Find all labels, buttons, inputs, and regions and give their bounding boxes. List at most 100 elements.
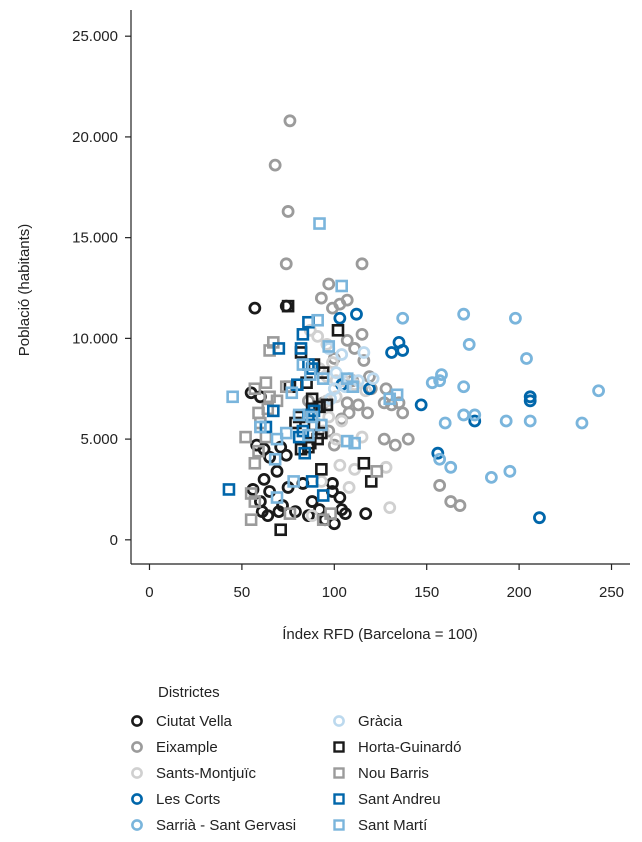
data-point xyxy=(259,376,273,389)
data-point xyxy=(361,406,374,420)
data-point xyxy=(248,456,262,470)
data-point xyxy=(340,434,354,448)
data-point xyxy=(296,358,310,371)
data-point xyxy=(396,406,410,420)
circle-marker-icon xyxy=(131,715,143,727)
y-tick-label: 20.000 xyxy=(72,129,118,146)
legend-label: Sant Andreu xyxy=(358,790,441,808)
data-point xyxy=(311,313,324,327)
data-point xyxy=(259,430,273,444)
data-point xyxy=(283,507,297,520)
data-point xyxy=(340,293,354,307)
data-point xyxy=(370,465,384,478)
data-point xyxy=(366,372,380,386)
data-point xyxy=(287,475,300,488)
data-point xyxy=(379,382,393,396)
data-point xyxy=(431,446,445,460)
legend-item-sant-marti[interactable]: Sant Martí xyxy=(332,813,461,837)
circle-marker-icon xyxy=(131,767,143,779)
data-point xyxy=(340,396,354,410)
x-axis-title: Índex RFD (Barcelona = 100) xyxy=(282,626,478,643)
data-point xyxy=(338,380,352,394)
scatter-chart: 0 5.000 10.000 15.000 20.000 25.000 0 50 100 150… xyxy=(16,10,630,643)
data-point xyxy=(342,406,356,420)
legend-item-nou-barris[interactable]: Nou Barris xyxy=(332,761,461,785)
data-point xyxy=(357,354,371,367)
legend-marker xyxy=(333,819,345,831)
legend-item-sarria-sant-gervasi[interactable]: Sarrià - Sant Gervasi xyxy=(130,813,296,837)
data-point xyxy=(267,404,280,418)
data-point xyxy=(239,430,252,444)
data-point xyxy=(289,416,302,430)
data-point xyxy=(316,489,330,502)
data-point xyxy=(327,438,341,452)
data-point xyxy=(327,517,341,531)
data-point xyxy=(268,158,282,172)
legend-item-horta-guinardo[interactable]: Horta-Guinardó xyxy=(332,735,461,759)
legend-marker xyxy=(333,793,345,805)
data-point xyxy=(377,432,391,446)
data-point xyxy=(438,416,452,430)
data-point xyxy=(333,311,347,325)
legend-label: Nou Barris xyxy=(358,764,429,782)
legend-label: Eixample xyxy=(156,738,218,756)
data-point xyxy=(316,372,330,385)
data-point xyxy=(499,414,513,428)
data-point xyxy=(270,432,284,446)
legend-title: Districtes xyxy=(158,684,220,701)
legend-marker xyxy=(131,715,143,727)
data-point xyxy=(509,311,522,325)
data-point xyxy=(357,456,371,470)
legend-item-ciutat-vella[interactable]: Ciutat Vella xyxy=(130,709,296,733)
data-point xyxy=(355,327,369,341)
data-point xyxy=(303,368,317,381)
legend-item-les-corts[interactable]: Les Corts xyxy=(130,787,296,811)
y-tick-label: 0 xyxy=(110,532,118,549)
data-point xyxy=(279,448,293,462)
data-point xyxy=(248,495,262,508)
data-point xyxy=(335,279,348,293)
data-point xyxy=(348,436,361,450)
data-point xyxy=(392,335,406,349)
data-point xyxy=(359,507,373,521)
data-point xyxy=(226,390,239,404)
data-point xyxy=(346,380,360,394)
data-point xyxy=(390,388,404,402)
data-point xyxy=(274,523,288,537)
data-point xyxy=(322,277,336,291)
circle-marker-icon xyxy=(131,741,143,753)
series-nou-barris xyxy=(239,336,384,526)
x-tick-label: 150 xyxy=(414,584,439,601)
data-point xyxy=(457,408,471,422)
data-point xyxy=(294,342,308,355)
data-point xyxy=(314,291,328,305)
data-point xyxy=(324,507,337,520)
legend-item-eixample[interactable]: Eixample xyxy=(130,735,296,759)
data-point xyxy=(520,352,533,365)
legend-label: Sarrià - Sant Gervasi xyxy=(156,816,297,834)
legend-column-2: Gràcia Horta-Guinardó Nou Barris Sant An… xyxy=(332,709,461,837)
square-marker-icon xyxy=(333,741,345,753)
data-point xyxy=(592,384,605,398)
data-point xyxy=(270,464,284,478)
data-point xyxy=(342,481,356,494)
data-point xyxy=(305,410,319,424)
data-point xyxy=(335,348,349,361)
legend-item-sant-andreu[interactable]: Sant Andreu xyxy=(332,787,461,811)
data-point xyxy=(335,414,349,428)
legend-marker xyxy=(333,715,345,727)
x-tick-label: 0 xyxy=(145,584,153,601)
square-marker-icon xyxy=(333,793,345,805)
data-point xyxy=(281,205,295,218)
y-tick-label: 10.000 xyxy=(72,330,118,347)
data-point xyxy=(252,444,265,458)
y-tick-label: 15.000 xyxy=(72,230,118,247)
data-point xyxy=(425,376,439,390)
legend-item-gracia[interactable]: Gràcia xyxy=(332,709,461,733)
data-point xyxy=(484,470,498,484)
legend-item-sants-montjuic[interactable]: Sants-Montjuïc xyxy=(130,761,296,785)
data-point xyxy=(322,340,336,353)
data-point xyxy=(462,338,476,351)
data-point xyxy=(326,477,339,490)
data-point xyxy=(523,390,537,404)
